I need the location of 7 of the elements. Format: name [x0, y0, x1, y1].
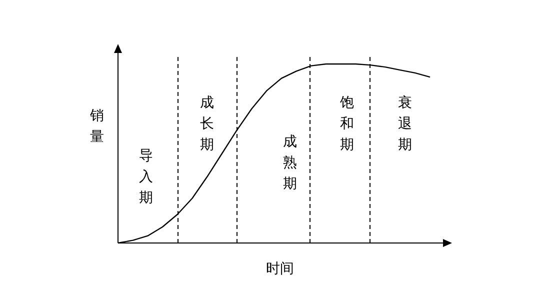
- annotation: 饱和期: [340, 95, 354, 153]
- ylabel: 销量: [90, 108, 104, 145]
- annotation: 成熟期: [283, 134, 297, 192]
- annotation: 导入期: [139, 148, 153, 206]
- xlabel: 时间: [266, 261, 294, 277]
- annotation: 成长期: [200, 95, 214, 153]
- annotation: 衰退期: [398, 95, 412, 153]
